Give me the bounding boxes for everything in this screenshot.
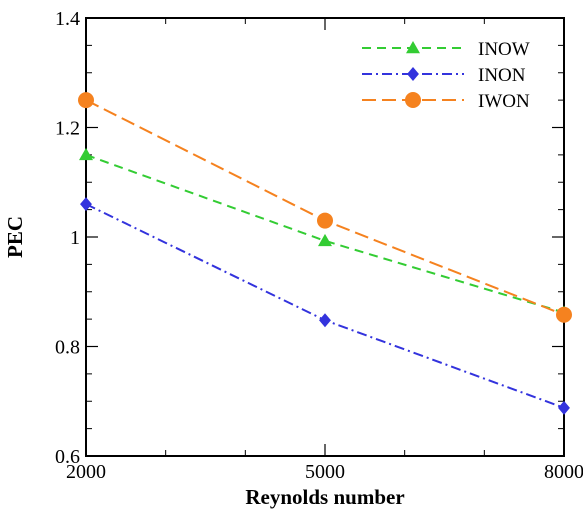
series-inow — [79, 147, 571, 318]
data-point-inow — [318, 233, 332, 247]
data-point-iwon — [78, 92, 94, 109]
legend-item-inon: INON — [362, 65, 526, 86]
legend: INOW INON IWON — [362, 39, 530, 112]
series-layer — [78, 92, 572, 415]
legend-item-iwon: IWON — [362, 91, 530, 112]
series-inon — [80, 197, 570, 415]
y-tick-labels: 0.6 0.8 1 1.2 1.4 — [55, 8, 80, 468]
data-point-inow — [79, 147, 93, 161]
data-point-inon — [319, 313, 331, 328]
data-point-inon — [558, 400, 570, 415]
x-tick-label: 5000 — [305, 461, 345, 483]
y-tick-label: 0.8 — [55, 337, 80, 359]
x-tick-label: 2000 — [66, 461, 106, 483]
series-iwon — [78, 92, 572, 323]
y-tick-label: 0.6 — [55, 446, 80, 468]
data-point-iwon — [556, 306, 572, 323]
y-tick-label: 1.2 — [55, 118, 80, 140]
axis-ticks — [85, 17, 565, 457]
legend-marker-iwon — [405, 92, 421, 108]
series-line-iwon — [85, 99, 565, 316]
x-tick-label: 8000 — [544, 461, 583, 483]
series-line-inow — [85, 153, 565, 314]
y-tick-label: 1 — [70, 227, 80, 249]
legend-marker-inow — [406, 41, 420, 54]
legend-label-inon: INON — [478, 65, 526, 86]
y-axis-title: PEC — [3, 216, 27, 258]
data-point-iwon — [317, 212, 333, 229]
x-axis-title: Reynolds number — [245, 485, 404, 509]
legend-marker-inon — [407, 67, 419, 81]
y-tick-label: 1.4 — [55, 8, 80, 30]
data-point-inon — [80, 197, 92, 212]
x-tick-labels: 2000 5000 8000 — [66, 461, 583, 483]
legend-item-inow: INOW — [362, 39, 530, 60]
legend-label-iwon: IWON — [478, 91, 530, 112]
legend-label-inow: INOW — [478, 39, 530, 60]
